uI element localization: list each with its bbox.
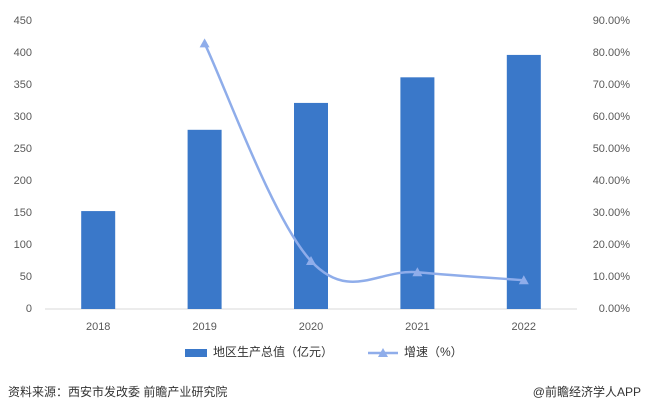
y2-tick-label: 40.00% (593, 175, 631, 187)
growth-line (203, 42, 524, 283)
legend-swatch (378, 348, 388, 357)
bar (187, 129, 222, 309)
y2-tick-label: 70.00% (593, 79, 631, 91)
x-tick-label: 2022 (512, 321, 536, 333)
credit: @前瞻经济学人APP (533, 384, 641, 399)
y2-tick-label: 80.00% (593, 47, 631, 59)
legend-label: 地区生产总值（亿元） (213, 344, 333, 359)
y-tick-label: 450 (14, 15, 32, 27)
bar (81, 211, 116, 309)
y-tick-label: 0 (26, 303, 32, 315)
y2-tick-label: 30.00% (593, 207, 631, 219)
y2-tick-label: 90.00% (593, 15, 631, 27)
line-marker (199, 38, 210, 48)
line-marker (518, 275, 529, 285)
legend-label: 增速（%） (404, 345, 463, 359)
y-tick-label: 350 (14, 79, 32, 91)
y2-tick-label: 10.00% (593, 271, 631, 283)
y-tick-label: 250 (14, 143, 32, 155)
line-marker (306, 256, 316, 265)
x-tick-label: 2021 (405, 321, 429, 333)
x-tick-label: 2018 (86, 321, 110, 333)
legend-swatch (185, 349, 207, 357)
y-tick-label: 300 (14, 111, 32, 123)
bar (294, 102, 328, 309)
y2-tick-label: 20.00% (593, 239, 631, 251)
y-tick-label: 400 (14, 47, 32, 59)
y-tick-label: 50 (20, 271, 32, 283)
y-tick-label: 150 (14, 207, 32, 219)
y2-tick-label: 50.00% (593, 143, 631, 155)
y-tick-label: 200 (14, 175, 32, 187)
x-tick-label: 2019 (192, 321, 216, 333)
y2-tick-label: 0.00% (599, 303, 630, 315)
line-marker (412, 267, 423, 277)
y2-tick-label: 60.00% (593, 111, 631, 123)
y-tick-label: 100 (14, 239, 32, 251)
source-note: 资料来源：西安市发改委 前瞻产业研究院 (8, 384, 227, 399)
x-tick-label: 2020 (299, 321, 323, 333)
bar (506, 54, 541, 309)
